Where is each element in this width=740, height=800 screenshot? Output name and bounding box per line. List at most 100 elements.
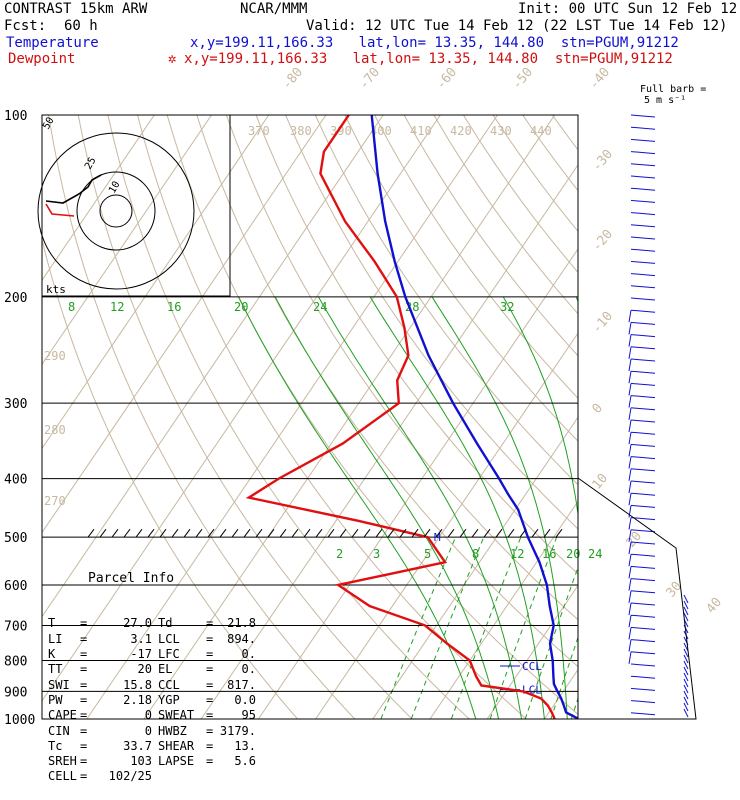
freezing-level-hatch bbox=[124, 529, 130, 537]
parcel-info-cell: LAPSE bbox=[158, 754, 206, 769]
moist-adiabat-label: 32 bbox=[500, 300, 514, 314]
wind-barb bbox=[631, 566, 655, 568]
parcel-info-cell: YGP bbox=[158, 693, 206, 708]
dry-adiabat-label: 440 bbox=[530, 124, 552, 138]
isotherm-line bbox=[430, 115, 740, 719]
parcel-info-cell: = bbox=[80, 678, 92, 693]
wind-barb-flag bbox=[629, 322, 631, 334]
wind-barb-flag bbox=[629, 432, 631, 444]
wind-barb-flag bbox=[629, 359, 631, 371]
wind-barb bbox=[631, 640, 655, 642]
parcel-info-cell: 95 bbox=[216, 708, 256, 723]
isotherm-label: 40 bbox=[704, 595, 726, 617]
parcel-info-cell: = bbox=[206, 678, 216, 693]
wind-barb bbox=[631, 115, 655, 117]
hodograph-units: kts bbox=[46, 283, 66, 296]
wind-barb-flag bbox=[629, 627, 631, 639]
parcel-info-cell: LFC bbox=[158, 647, 206, 662]
freezing-level-hatch bbox=[148, 529, 154, 537]
parcel-info-cell: = bbox=[206, 754, 216, 769]
isotherm-label: 10 bbox=[590, 471, 612, 493]
dry-adiabat-line bbox=[434, 115, 740, 719]
parcel-info-cell: = bbox=[206, 662, 216, 677]
parcel-info-cell: 0.0 bbox=[216, 693, 256, 708]
wind-barb-flag bbox=[629, 615, 631, 627]
dry-adiabat-label: 430 bbox=[490, 124, 512, 138]
dry-adiabat-label: 420 bbox=[450, 124, 472, 138]
mixing-ratio-label: 12 bbox=[510, 547, 524, 561]
wind-barb bbox=[631, 139, 655, 141]
freezing-level-hatch bbox=[280, 529, 286, 537]
freezing-level-hatch bbox=[160, 529, 166, 537]
pressure-label: 400 bbox=[4, 473, 27, 488]
dry-adiabat-line bbox=[463, 115, 740, 719]
isotherm-label: 0 bbox=[590, 401, 607, 417]
wind-barb bbox=[631, 261, 655, 263]
freezing-level-hatch bbox=[352, 529, 358, 537]
wind-barb bbox=[631, 408, 655, 410]
freezing-level-hatch bbox=[376, 529, 382, 537]
wind-barb bbox=[631, 383, 655, 385]
freezing-level-hatch bbox=[256, 529, 262, 537]
dry-adiabat-line bbox=[286, 115, 740, 719]
wind-barbs bbox=[629, 115, 688, 717]
moist-adiabat-label: 12 bbox=[110, 300, 124, 314]
freezing-level-hatch bbox=[316, 529, 322, 537]
parcel-info-cell: = bbox=[80, 708, 92, 723]
pressure-label: 1000 bbox=[4, 713, 35, 728]
wind-barb bbox=[631, 286, 655, 288]
parcel-info-cell: 0 bbox=[92, 708, 158, 723]
moist-adiabat-label: 24 bbox=[313, 300, 327, 314]
wind-barb bbox=[631, 371, 655, 373]
parcel-info-cell: = bbox=[206, 647, 216, 662]
parcel-info-cell bbox=[158, 769, 206, 784]
dry-adiabat-label: 410 bbox=[410, 124, 432, 138]
pressure-label: 700 bbox=[4, 619, 27, 634]
mixing-ratio-label: 24 bbox=[588, 547, 602, 561]
parcel-info-cell: Tc bbox=[48, 739, 80, 754]
dry-adiabat-line bbox=[582, 115, 740, 719]
mixing-ratio-label: 8 bbox=[472, 547, 479, 561]
wind-barb bbox=[631, 432, 655, 434]
wind-barb bbox=[631, 579, 655, 581]
parcel-info-cell: SREH bbox=[48, 754, 80, 769]
parcel-info-cell: CCL bbox=[158, 678, 206, 693]
wind-barb bbox=[631, 664, 655, 666]
parcel-info-cell: -17 bbox=[92, 647, 158, 662]
wind-barb bbox=[631, 701, 655, 703]
freezing-level-hatch bbox=[304, 529, 310, 537]
wind-barb bbox=[631, 652, 655, 654]
annotation-label: CCL bbox=[522, 660, 542, 673]
wind-barb bbox=[631, 347, 655, 349]
parcel-info-cell: = bbox=[80, 616, 92, 631]
wind-barb bbox=[631, 591, 655, 593]
wind-barb-flag bbox=[629, 408, 631, 420]
parcel-info-cell: 13. bbox=[216, 739, 256, 754]
parcel-info-cell: 3.1 bbox=[92, 632, 158, 647]
wind-barb-flag bbox=[629, 371, 631, 383]
parcel-info-cell: Td bbox=[158, 616, 206, 631]
wind-barb bbox=[631, 603, 655, 605]
parcel-info-cell: = bbox=[206, 616, 216, 631]
temperature-profile bbox=[372, 115, 579, 719]
freezing-level-hatch bbox=[340, 529, 346, 537]
hodograph-trace-low bbox=[46, 204, 74, 216]
wind-barb bbox=[631, 298, 655, 300]
isotherm-label: -40 bbox=[587, 65, 614, 93]
dewpoint-profile bbox=[249, 115, 555, 719]
parcel-info-cell: T bbox=[48, 616, 80, 631]
wind-barb-flag bbox=[629, 603, 631, 615]
freezing-level-hatch bbox=[508, 529, 514, 537]
wind-barb bbox=[631, 335, 655, 337]
parcel-info-cell: HWBZ bbox=[158, 724, 206, 739]
parcel-info-cell: TT bbox=[48, 662, 80, 677]
pressure-label: 600 bbox=[4, 579, 27, 594]
